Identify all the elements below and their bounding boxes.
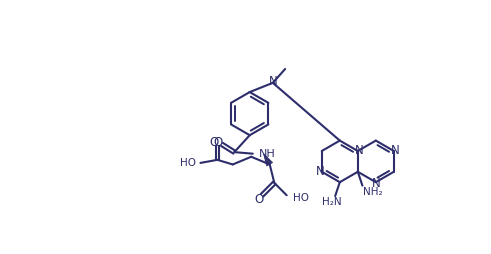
Text: NH: NH xyxy=(259,149,276,159)
Text: H₂N: H₂N xyxy=(322,197,342,207)
Text: HO: HO xyxy=(293,193,309,203)
Text: N: N xyxy=(391,145,400,157)
Text: N: N xyxy=(371,177,380,190)
Text: O: O xyxy=(254,193,264,205)
Text: N: N xyxy=(355,145,364,157)
Text: N: N xyxy=(269,75,277,88)
Text: HO: HO xyxy=(180,158,196,168)
Text: O: O xyxy=(214,136,223,149)
Text: O: O xyxy=(209,136,218,149)
Text: N: N xyxy=(316,165,325,178)
Text: NH₂: NH₂ xyxy=(363,187,383,197)
